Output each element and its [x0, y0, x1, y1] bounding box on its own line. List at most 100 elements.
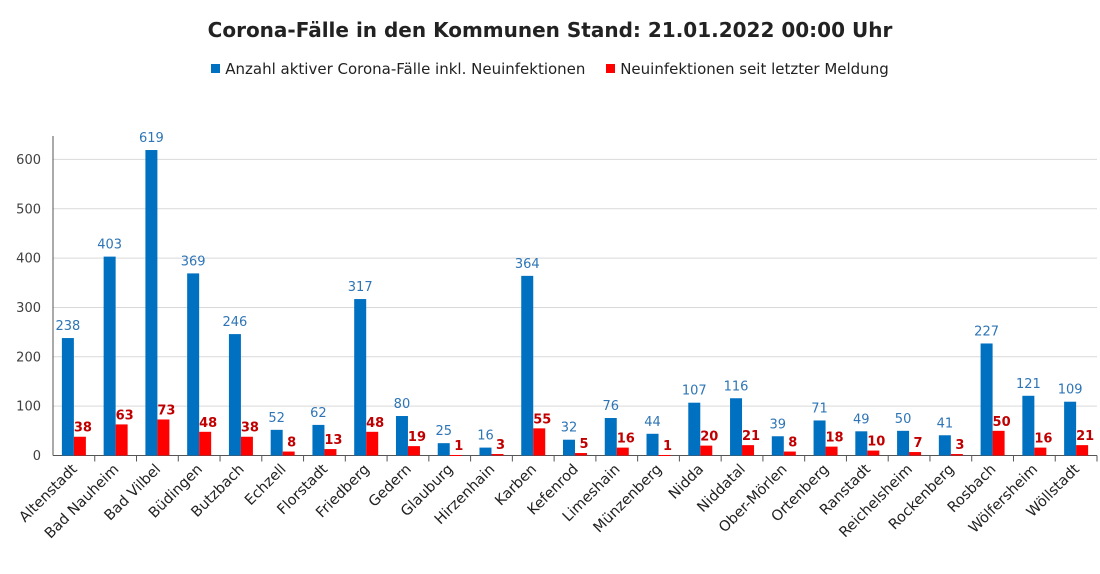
bar-new-infections — [533, 428, 546, 456]
data-label-new: 16 — [617, 432, 635, 447]
bar-new-infections — [1076, 445, 1089, 456]
chart-title: Corona-Fälle in den Kommunen Stand: 21.0… — [207, 18, 893, 42]
data-label-active: 52 — [268, 411, 285, 426]
bar-new-infections — [366, 431, 379, 456]
legend-item-new: Neuinfektionen seit letzter Meldung — [606, 60, 889, 78]
data-label-new: 38 — [74, 421, 92, 436]
bar-new-infections — [73, 436, 86, 456]
data-label-active: 107 — [682, 384, 707, 399]
bar-new-infections — [115, 424, 128, 456]
bar-active-cases — [270, 429, 283, 456]
legend-swatch-active — [211, 64, 221, 73]
data-label-active: 116 — [724, 379, 749, 394]
data-label-new: 16 — [1034, 432, 1052, 447]
data-label-new: 8 — [287, 436, 296, 451]
bar-new-infections — [658, 455, 671, 457]
bar-new-infections — [324, 449, 337, 456]
bar-new-infections — [992, 430, 1005, 456]
legend-label-new: Neuinfektionen seit letzter Meldung — [620, 60, 889, 78]
bar-active-cases — [604, 417, 617, 456]
y-tick-label: 200 — [16, 350, 41, 365]
data-label-active: 32 — [561, 421, 578, 436]
bar-active-cases — [897, 430, 910, 456]
bar-active-cases — [521, 275, 534, 456]
bar-active-cases — [1022, 395, 1035, 456]
data-label-new: 7 — [914, 436, 923, 451]
bar-active-cases — [980, 343, 993, 456]
data-label-new: 48 — [366, 416, 384, 431]
bar-active-cases — [437, 443, 450, 456]
data-label-new: 5 — [579, 437, 588, 452]
x-tick-label: Reichelsheim — [836, 462, 915, 541]
bar-active-cases — [688, 402, 701, 456]
bar-active-cases — [855, 431, 868, 456]
bar-active-cases — [938, 435, 951, 456]
bar-new-infections — [909, 452, 922, 456]
bar-new-infections — [407, 446, 420, 456]
data-label-active: 39 — [770, 417, 787, 432]
y-tick-label: 500 — [16, 202, 41, 217]
data-label-active: 25 — [435, 424, 452, 439]
data-label-new: 1 — [454, 439, 463, 454]
bar-active-cases — [145, 150, 158, 456]
data-label-active: 76 — [602, 399, 619, 414]
data-label-new: 50 — [993, 415, 1011, 430]
data-label-active: 16 — [477, 429, 494, 444]
data-label-active: 317 — [348, 280, 373, 295]
data-label-new: 48 — [199, 416, 217, 431]
bar-new-infections — [449, 455, 462, 457]
bar-active-cases — [813, 420, 826, 456]
data-label-new: 21 — [742, 429, 760, 444]
data-label-new: 3 — [955, 438, 964, 453]
bar-new-infections — [575, 453, 587, 456]
y-tick-label: 0 — [33, 449, 41, 464]
data-label-active: 121 — [1016, 377, 1041, 392]
data-label-active: 619 — [139, 131, 164, 146]
bar-new-infections — [616, 447, 629, 456]
bar-new-infections — [491, 454, 504, 456]
data-label-active: 109 — [1058, 383, 1083, 398]
data-label-new: 20 — [700, 430, 718, 445]
y-tick-label: 100 — [16, 400, 41, 415]
legend-item-active: Anzahl aktiver Corona-Fälle inkl. Neuinf… — [211, 60, 585, 78]
y-tick-label: 400 — [16, 252, 41, 267]
data-label-active: 80 — [394, 397, 411, 412]
legend-label-active: Anzahl aktiver Corona-Fälle inkl. Neuinf… — [225, 60, 586, 78]
x-tick-label: Bad Nauheim — [42, 462, 122, 542]
data-label-new: 55 — [533, 412, 551, 427]
data-label-new: 3 — [496, 438, 505, 453]
data-label-new: 8 — [788, 436, 797, 451]
y-tick-label: 600 — [16, 153, 41, 168]
bar-active-cases — [771, 436, 784, 456]
data-label-active: 227 — [974, 324, 999, 339]
data-label-active: 50 — [895, 412, 912, 427]
bar-new-infections — [783, 451, 796, 456]
data-label-new: 21 — [1076, 429, 1094, 444]
bar-new-infections — [742, 445, 755, 456]
data-label-active: 62 — [310, 406, 327, 421]
data-label-new: 13 — [324, 433, 342, 448]
data-label-active: 369 — [181, 254, 206, 269]
data-label-active: 71 — [811, 401, 828, 416]
bar-new-infections — [1034, 447, 1047, 456]
bar-active-cases — [103, 256, 116, 456]
bar-active-cases — [312, 424, 325, 456]
legend-swatch-new — [606, 64, 616, 73]
bar-active-cases — [395, 416, 408, 456]
data-label-new: 38 — [241, 421, 259, 436]
bar-active-cases — [730, 398, 743, 456]
bar-active-cases — [479, 447, 492, 456]
bar-active-cases — [646, 433, 659, 456]
data-label-new: 18 — [826, 431, 844, 446]
data-label-new: 1 — [663, 439, 672, 454]
bar-active-cases — [1064, 401, 1077, 456]
data-label-active: 238 — [55, 319, 80, 334]
chart-legend: Anzahl aktiver Corona-Fälle inkl. Neuinf… — [0, 60, 1100, 78]
bar-new-infections — [950, 454, 963, 456]
data-label-new: 19 — [408, 430, 426, 445]
bar-new-infections — [867, 450, 880, 456]
data-label-active: 41 — [937, 416, 954, 431]
bar-active-cases — [563, 439, 575, 456]
x-tick-label: Nidda — [666, 462, 707, 503]
bar-new-infections — [240, 436, 253, 456]
